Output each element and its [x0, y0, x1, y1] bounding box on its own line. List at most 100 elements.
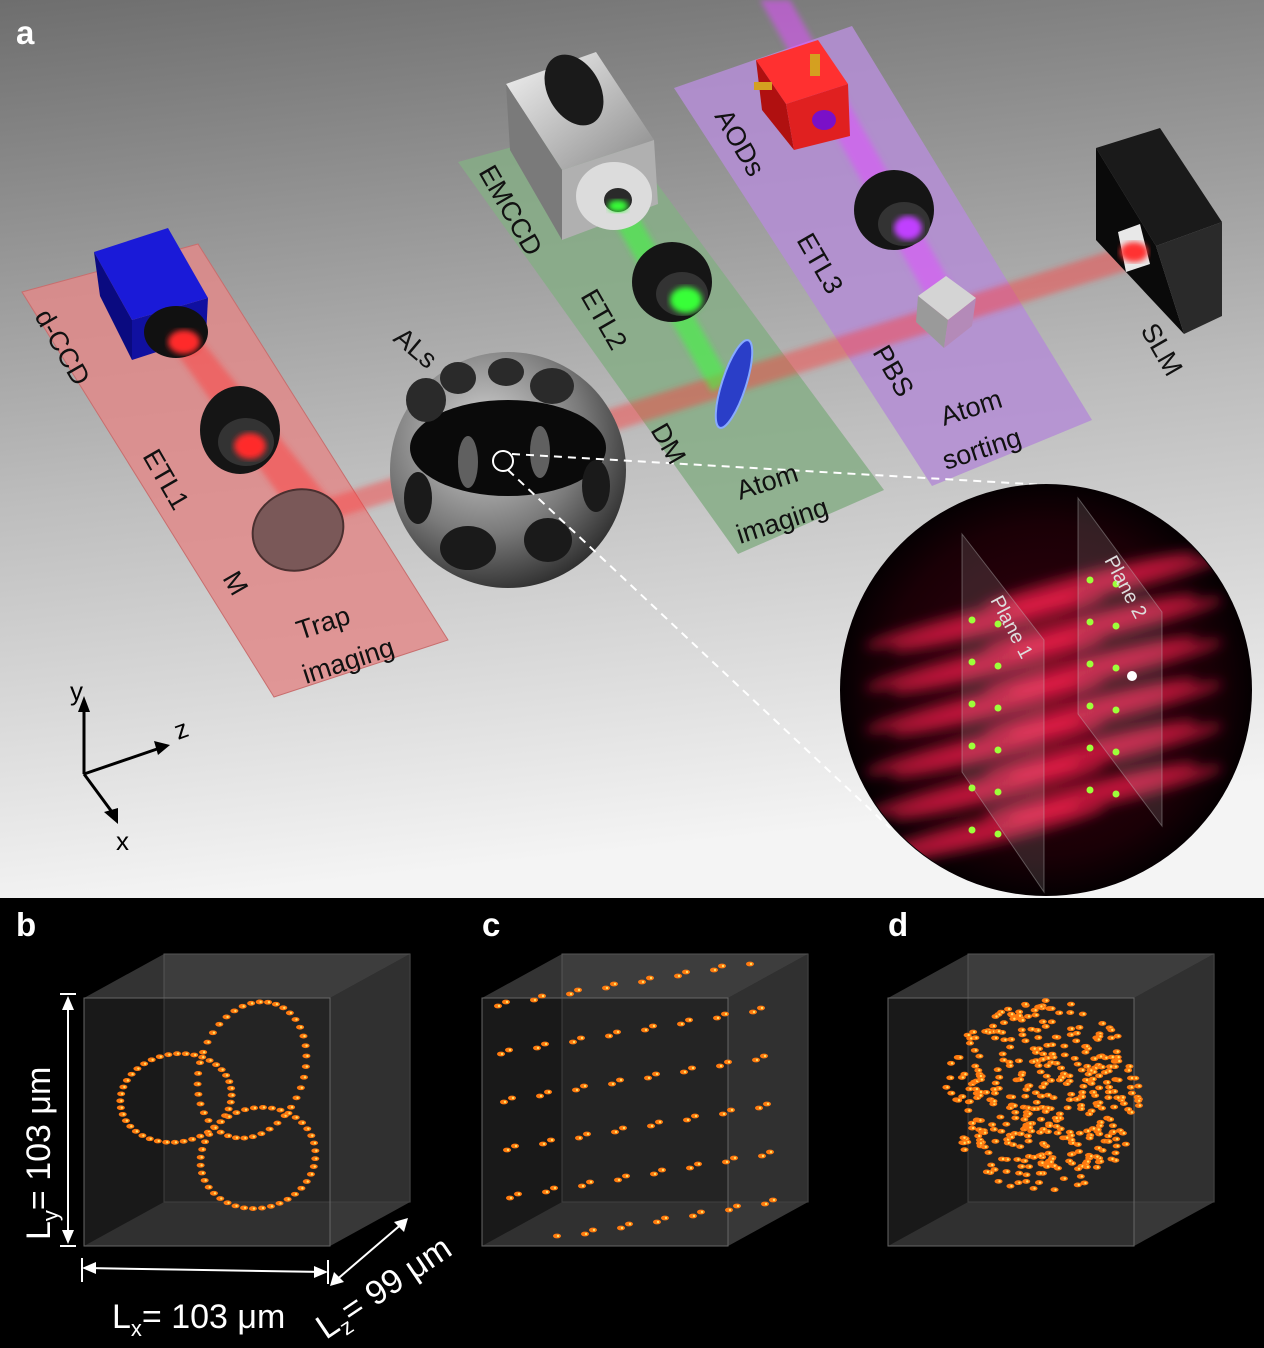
trap-spot-core [137, 1067, 140, 1070]
trap-spot-core [1042, 1052, 1046, 1056]
trap-spot-core [1054, 1188, 1057, 1191]
trap-spot-core [683, 1070, 687, 1074]
trap-spot-core [1061, 1076, 1065, 1079]
trap-spot-core [769, 1150, 773, 1154]
trap-spot-core [1047, 1056, 1050, 1060]
atom-dot [1112, 748, 1120, 756]
trap-spot-core [270, 1205, 274, 1208]
trap-spot-core [1044, 1082, 1048, 1085]
trap-spot-core [1097, 1038, 1101, 1041]
trap-spot-core [307, 1127, 310, 1130]
trap-spot-core [1013, 1104, 1017, 1107]
trap-spot-core [979, 1074, 983, 1078]
trap-spot-core [290, 1106, 294, 1109]
trap-spot-core [692, 1214, 696, 1218]
trap-spot-core [200, 1102, 203, 1106]
trap-spot-core [963, 1136, 966, 1139]
trap-spot-core [227, 1134, 231, 1137]
trap-spot-core [252, 1135, 256, 1138]
trap-spot-core [1111, 1055, 1114, 1059]
trap-spot-core [306, 1180, 309, 1183]
trap-spot-core [1130, 1111, 1134, 1114]
trap-spot-core [1104, 1071, 1108, 1074]
trap-spot-core [1091, 1109, 1094, 1113]
trap-spot-core [1010, 1013, 1014, 1016]
trap-spot-core [1122, 1132, 1126, 1135]
trap-spot-core [174, 1141, 178, 1144]
trap-spot-core [1041, 1094, 1044, 1098]
trap-spot-core [1034, 1009, 1037, 1012]
trap-spot-core [967, 1033, 970, 1037]
trap-spot-core [315, 1157, 318, 1160]
trap-spot-core [975, 1036, 978, 1040]
trap-spot-core [1080, 1175, 1084, 1178]
trap-spot-core [697, 1162, 701, 1166]
trap-spot-core [974, 1049, 978, 1052]
pbs-cube [916, 276, 976, 348]
trap-spot-core [1088, 1072, 1091, 1076]
trap-spot-core [1127, 1069, 1131, 1072]
trap-spot-core [1045, 1110, 1048, 1113]
slm [1096, 128, 1222, 334]
trap-spot-core [1039, 1154, 1042, 1157]
trap-spot-core [300, 1086, 304, 1089]
trap-spot-core [650, 1124, 654, 1128]
trap-spot-core [730, 1108, 734, 1112]
atom-dot [968, 700, 976, 708]
trap-spot-core [1047, 1093, 1051, 1097]
trap-spot-core [1096, 1155, 1099, 1158]
trap-spot-core [296, 1096, 299, 1100]
trap-spot-core [1083, 1085, 1086, 1088]
trap-spot-core [1040, 1070, 1043, 1074]
trap-spot-core [1006, 1122, 1009, 1126]
trap-spot-core [1051, 1043, 1055, 1046]
trap-spot-core [1092, 1127, 1096, 1130]
trap-spot-core [197, 1082, 200, 1086]
trap-spot-core [143, 1062, 147, 1066]
trap-spot-core [202, 1051, 206, 1054]
trap-spot-core [716, 1016, 720, 1020]
trap-spot-core [295, 1116, 298, 1119]
trap-spot-core [1000, 1115, 1003, 1119]
trap-spot-core [1088, 1112, 1092, 1116]
trap-spot-core [1097, 1104, 1100, 1107]
trap-spot-core [725, 1160, 729, 1164]
trap-spot-core [728, 1208, 732, 1212]
trap-spot-core [1042, 1058, 1045, 1061]
trap-spot-core [536, 1046, 540, 1050]
trap-spot-core [1123, 1102, 1127, 1105]
trap-spot-core [1113, 1105, 1117, 1109]
trap-spot-core [197, 1072, 201, 1075]
trap-spot-core [1021, 1018, 1025, 1022]
trap-spot-core [1112, 1130, 1116, 1134]
trap-spot-core [608, 1034, 612, 1038]
zoom-lines [507, 453, 1047, 829]
trap-spot-core [975, 1087, 979, 1091]
trap-spot-core [176, 1052, 180, 1055]
trap-spot-core [220, 1120, 224, 1123]
trap-spot-core [586, 1132, 590, 1136]
trap-spot-core [1081, 1095, 1085, 1098]
trap-spot-core [1036, 1101, 1039, 1104]
cube-b [83, 953, 411, 1247]
trap-spot-core [1111, 1028, 1114, 1032]
trap-spot-core [168, 1053, 171, 1056]
trap-spot-core [289, 1011, 293, 1015]
trap-spot-core [758, 1106, 762, 1110]
trap-spot-core [985, 1091, 989, 1094]
trap-spot-core [1099, 1132, 1102, 1136]
panel-label-c: c [482, 906, 500, 943]
trap-spot-core [1070, 1011, 1073, 1014]
trap-spot-core [230, 1100, 234, 1104]
trap-spot-core [749, 962, 753, 966]
atom-dot [1086, 660, 1094, 668]
trap-spot-core [244, 1108, 248, 1111]
trap-spot-core [1112, 1124, 1116, 1127]
trap-spot-core [149, 1137, 152, 1140]
trap-spot-core [997, 1068, 1000, 1071]
atom-dot [1086, 744, 1094, 752]
trap-spot-core [700, 1210, 704, 1214]
trap-spot-core [1115, 1159, 1118, 1162]
trap-spot-core [625, 1174, 629, 1178]
trap-spot-core [1116, 1144, 1119, 1148]
